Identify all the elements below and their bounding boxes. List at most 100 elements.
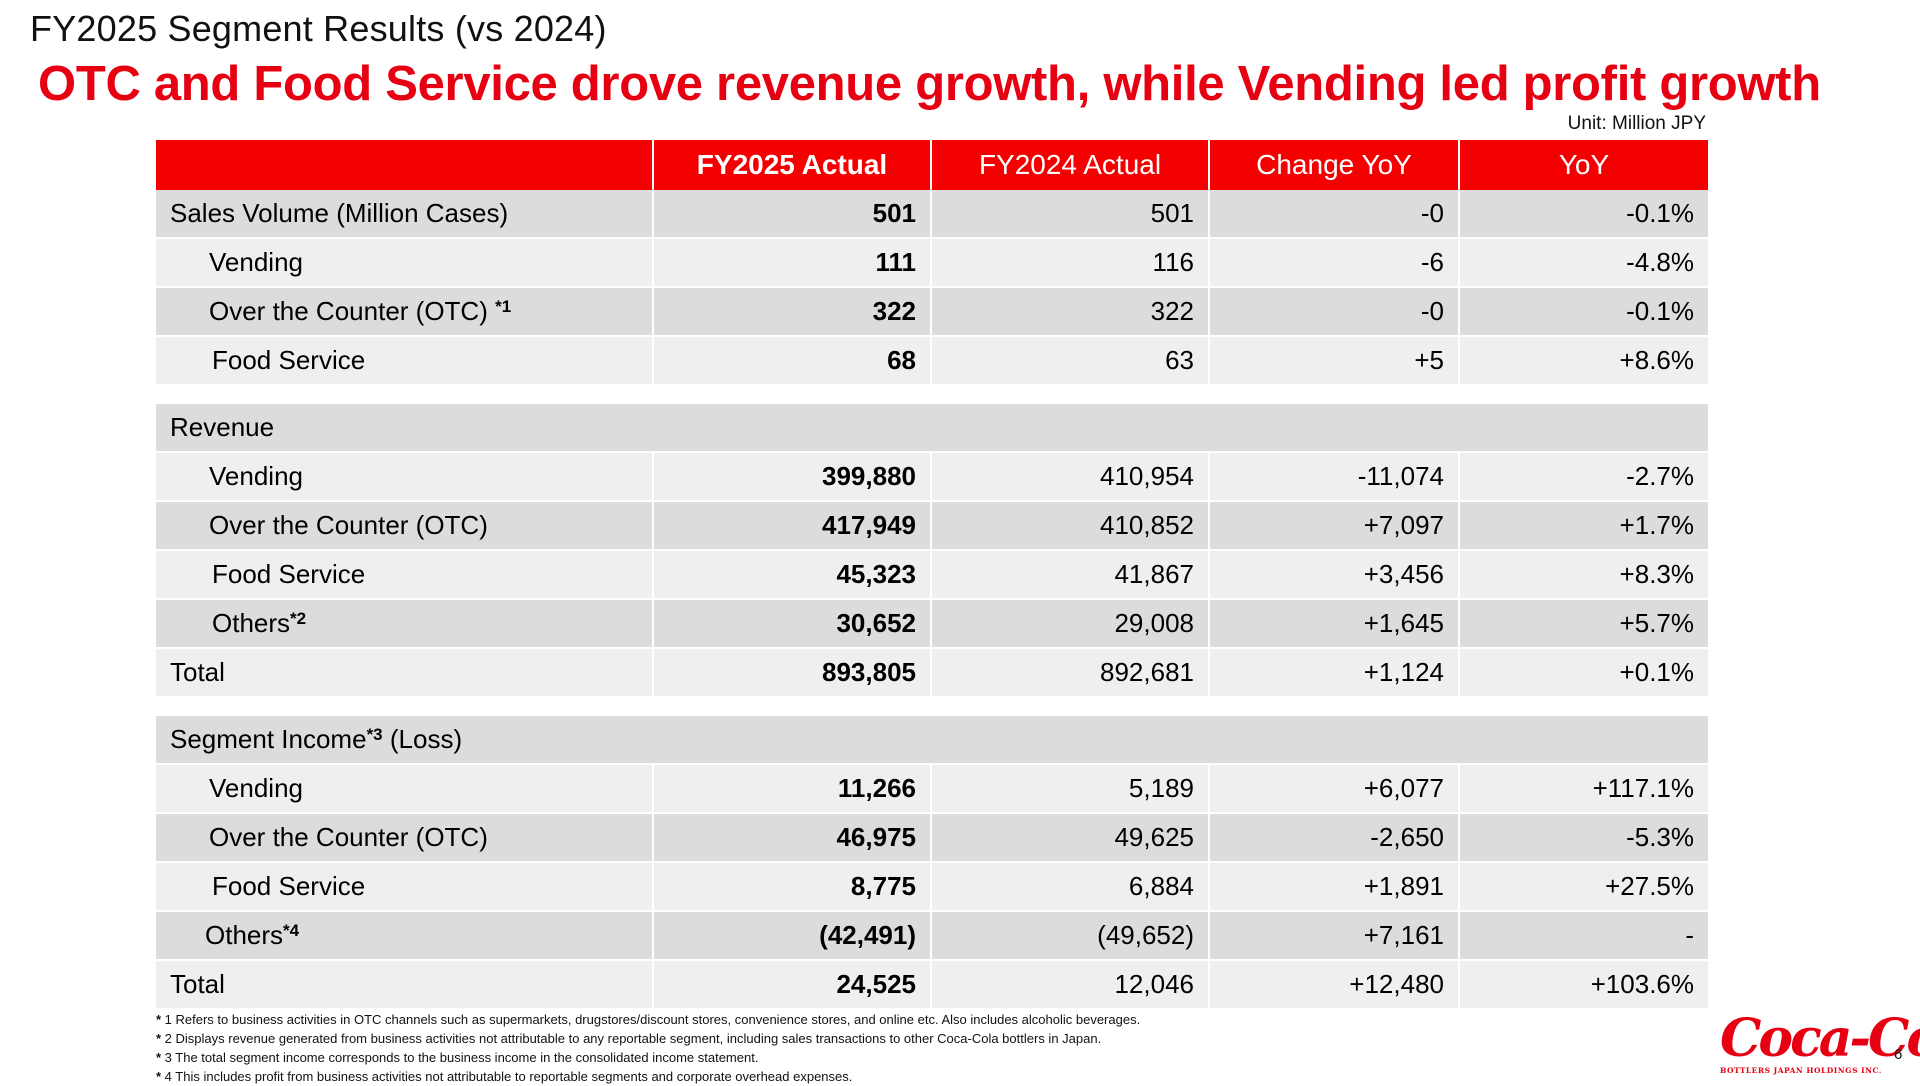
cell-fy2025: 30,652: [654, 600, 932, 649]
unit-label: Unit: Million JPY: [1567, 113, 1706, 134]
cell-fy2025: 501: [654, 190, 932, 239]
header-fy2025: FY2025 Actual: [654, 140, 932, 190]
table-row: Food Service 68 63 +5 +8.6%: [156, 337, 1708, 386]
cell-change: +7,161: [1210, 912, 1460, 961]
table-row: Over the Counter (OTC) 417,949 410,852 +…: [156, 502, 1708, 551]
cell-yoy: +1.7%: [1460, 502, 1708, 551]
table-row: Over the Counter (OTC) 46,975 49,625 -2,…: [156, 814, 1708, 863]
cell-change: -2,650: [1210, 814, 1460, 863]
cell-yoy: -2.7%: [1460, 453, 1708, 502]
row-label: Vending: [156, 765, 654, 814]
cell-yoy: -: [1460, 912, 1708, 961]
footnote-text: 1 Refers to business activities in OTC c…: [161, 1012, 1141, 1027]
table-group-row-segment-income: Segment Income*3 (Loss): [156, 716, 1708, 765]
row-label: Over the Counter (OTC): [156, 502, 654, 551]
coca-cola-logo: Coca-Cola BOTTLERS JAPAN HOLDINGS INC.: [1720, 1012, 1920, 1078]
group-label: Segment Income*3 (Loss): [156, 716, 1708, 765]
cell-yoy: +8.6%: [1460, 337, 1708, 386]
cell-fy2025: 45,323: [654, 551, 932, 600]
group-label-suffix: (Loss): [382, 724, 463, 754]
footnote-mark: *: [156, 1012, 162, 1027]
logo-subtitle: BOTTLERS JAPAN HOLDINGS INC.: [1720, 1066, 1882, 1075]
cell-fy2024: 49,625: [932, 814, 1210, 863]
row-label-text: Food Service: [212, 345, 366, 375]
cell-fy2024: 29,008: [932, 600, 1210, 649]
row-label: Others*2: [156, 600, 654, 649]
row-label-text: Over the Counter (OTC): [209, 822, 488, 852]
cell-change: +6,077: [1210, 765, 1460, 814]
row-label: Food Service: [156, 551, 654, 600]
cell-fy2025: 322: [654, 288, 932, 337]
cell-fy2025: 24,525: [654, 961, 932, 1010]
table-row: Food Service 45,323 41,867 +3,456 +8.3%: [156, 551, 1708, 600]
cell-fy2025: (42,491): [654, 912, 932, 961]
cell-change: +1,124: [1210, 649, 1460, 698]
cell-fy2025: 68: [654, 337, 932, 386]
table-row: Food Service 8,775 6,884 +1,891 +27.5%: [156, 863, 1708, 912]
cell-fy2024: 5,189: [932, 765, 1210, 814]
header-change-yoy: Change YoY: [1210, 140, 1460, 190]
row-label: Total: [156, 649, 654, 698]
cell-yoy: +103.6%: [1460, 961, 1708, 1010]
cell-fy2024: 410,954: [932, 453, 1210, 502]
footnote-3: * 3 The total segment income corresponds…: [156, 1048, 1140, 1067]
row-label-text: Vending: [209, 773, 303, 803]
table-group-row-revenue: Revenue: [156, 404, 1708, 453]
row-label: Others*4: [156, 912, 654, 961]
row-label-text: Others: [205, 920, 284, 950]
header-fy2024: FY2024 Actual: [932, 140, 1210, 190]
cell-change: +1,645: [1210, 600, 1460, 649]
table-row-total: Total 893,805 892,681 +1,124 +0.1%: [156, 649, 1708, 698]
cell-fy2024: 6,884: [932, 863, 1210, 912]
table-row: Vending 111 116 -6 -4.8%: [156, 239, 1708, 288]
footnote-mark: *: [156, 1069, 162, 1084]
cell-fy2025: 111: [654, 239, 932, 288]
cell-fy2025: 11,266: [654, 765, 932, 814]
slide-headline: OTC and Food Service drove revenue growt…: [38, 57, 1821, 111]
table-row: Sales Volume (Million Cases) 501 501 -0 …: [156, 190, 1708, 239]
row-label: Food Service: [156, 337, 654, 386]
row-label: Over the Counter (OTC): [156, 814, 654, 863]
header-label-column: [156, 140, 654, 190]
footnote-ref: *1: [495, 297, 512, 316]
row-label-text: Food Service: [212, 871, 366, 901]
cell-yoy: +27.5%: [1460, 863, 1708, 912]
cell-fy2024: 501: [932, 190, 1210, 239]
table-header-row: FY2025 Actual FY2024 Actual Change YoY Y…: [156, 140, 1708, 190]
cell-yoy: -4.8%: [1460, 239, 1708, 288]
cell-fy2024: 892,681: [932, 649, 1210, 698]
cell-fy2025: 417,949: [654, 502, 932, 551]
footnote-ref: *2: [290, 609, 307, 628]
row-label-text: Vending: [209, 461, 303, 491]
table-row: Vending 399,880 410,954 -11,074 -2.7%: [156, 453, 1708, 502]
row-label-text: Over the Counter (OTC): [209, 296, 496, 326]
cell-yoy: -0.1%: [1460, 190, 1708, 239]
cell-fy2024: 41,867: [932, 551, 1210, 600]
footnote-ref: *4: [283, 921, 300, 940]
footnote-text: 4 This includes profit from business act…: [161, 1069, 853, 1084]
cell-fy2024: 12,046: [932, 961, 1210, 1010]
footnote-text: 2 Displays revenue generated from busine…: [161, 1031, 1102, 1046]
table-spacer: [156, 386, 1708, 404]
table-row: Over the Counter (OTC) *1 322 322 -0 -0.…: [156, 288, 1708, 337]
footnote-4: * 4 This includes profit from business a…: [156, 1067, 1140, 1086]
cell-change: +7,097: [1210, 502, 1460, 551]
table-row: Others*2 30,652 29,008 +1,645 +5.7%: [156, 600, 1708, 649]
table-spacer: [156, 698, 1708, 716]
cell-yoy: +117.1%: [1460, 765, 1708, 814]
cell-fy2024: 116: [932, 239, 1210, 288]
footnotes: * 1 Refers to business activities in OTC…: [156, 1010, 1140, 1086]
table-row-total: Total 24,525 12,046 +12,480 +103.6%: [156, 961, 1708, 1010]
segment-results-table: FY2025 Actual FY2024 Actual Change YoY Y…: [156, 140, 1708, 1010]
row-label-text: Over the Counter (OTC): [209, 510, 488, 540]
cell-yoy: -5.3%: [1460, 814, 1708, 863]
row-label: Food Service: [156, 863, 654, 912]
cell-fy2024: (49,652): [932, 912, 1210, 961]
cell-fy2025: 893,805: [654, 649, 932, 698]
cell-fy2025: 8,775: [654, 863, 932, 912]
footnote-text: 3 The total segment income corresponds t…: [161, 1050, 759, 1065]
footnote-1: * 1 Refers to business activities in OTC…: [156, 1010, 1140, 1029]
cell-yoy: +5.7%: [1460, 600, 1708, 649]
cell-fy2024: 63: [932, 337, 1210, 386]
cell-yoy: -0.1%: [1460, 288, 1708, 337]
